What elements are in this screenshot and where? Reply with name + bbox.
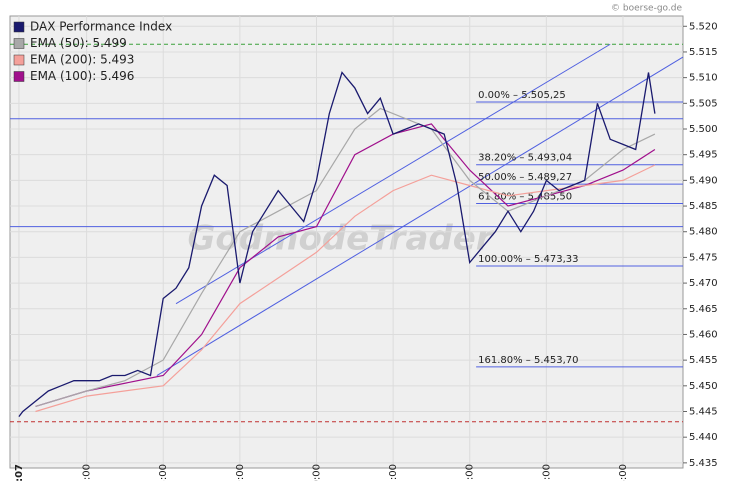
fib-label: 61.80% – 5.485,50 (478, 191, 572, 202)
y-tick-label: 5.510 (689, 73, 718, 84)
fib-label: 0.00% – 5.505,25 (478, 90, 566, 101)
source: © boerse-go.de (611, 4, 682, 14)
y-tick-label: 5.440 (689, 432, 718, 443)
x-tick-label: 12:00 (465, 464, 476, 481)
y-tick-label: 5.480 (689, 227, 718, 238)
legend-swatch (13, 71, 25, 82)
fib-label: 38.20% – 5.493,04 (478, 153, 572, 164)
watermark: GodmodeTrader (187, 219, 494, 259)
fib-label: 100.00% – 5.473,33 (478, 254, 578, 265)
y-tick-label: 5.515 (689, 47, 718, 58)
y-tick-label: 5.485 (689, 201, 718, 212)
y-tick-label: 5.445 (689, 407, 718, 418)
y-tick-label: 5.500 (689, 124, 718, 135)
series-line (35, 123, 656, 407)
plot-area (9, 15, 684, 469)
y-tick-label: 5.460 (689, 329, 718, 340)
fib-label: 161.80% – 5.453,70 (478, 355, 578, 366)
y-tick-label: 5.475 (689, 252, 718, 263)
x-tick-label: 14:00 (618, 464, 629, 481)
legend-label: EMA (50): 5.499 (30, 36, 127, 50)
legend-label: EMA (100): 5.496 (30, 69, 134, 83)
x-tick-label: 07:00 (82, 464, 93, 481)
legend-swatch (13, 54, 25, 66)
y-tick-label: 5.455 (689, 355, 718, 366)
x-tick-label: 08:00 (158, 464, 169, 481)
legend-label: DAX Performance Index (30, 20, 172, 34)
y-tick-label: 5.505 (689, 98, 718, 109)
legend-label: EMA (200): 5.493 (30, 53, 134, 67)
fib-label: 50.00% – 5.489,27 (478, 172, 572, 183)
x-tick-label: 13:00 (541, 464, 552, 481)
legend-swatch (13, 38, 25, 49)
trend-line (156, 56, 684, 376)
series-line (18, 71, 656, 417)
x-tick-label: 09:00 (235, 464, 246, 481)
y-tick-label: 5.490 (689, 175, 718, 186)
y-tick-label: 5.435 (689, 458, 718, 469)
y-tick-label: 5.470 (689, 278, 718, 289)
y-tick-label: 5.465 (689, 304, 718, 315)
legend-swatch (13, 21, 25, 33)
y-tick-label: 5.495 (689, 150, 718, 161)
y-tick-label: 5.450 (689, 381, 718, 392)
x-tick-label: 06:07 (14, 464, 25, 481)
y-tick-label: 5.520 (689, 21, 718, 32)
x-tick-label: 11:00 (388, 464, 399, 481)
x-tick-label: 10:00 (311, 464, 322, 481)
